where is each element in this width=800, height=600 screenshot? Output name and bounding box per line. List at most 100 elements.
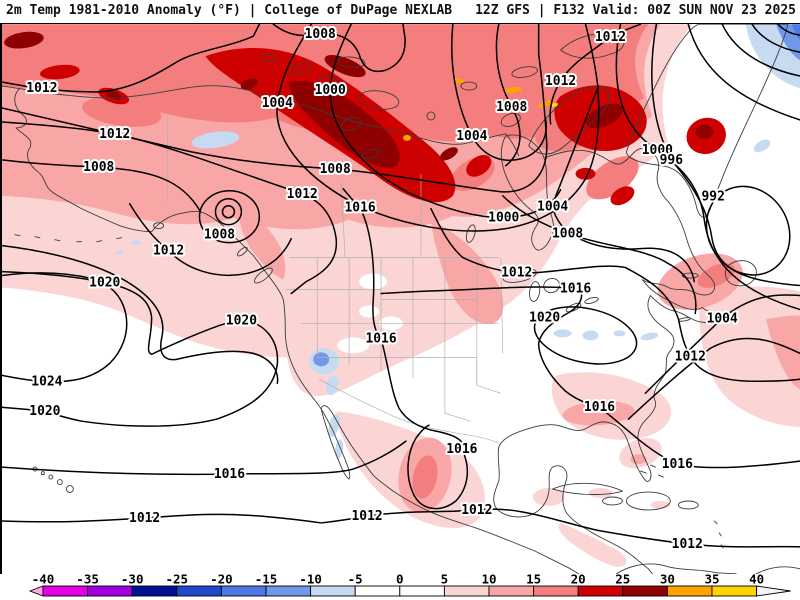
jamaica bbox=[602, 496, 623, 506]
colorbar-tick-label: 5 bbox=[441, 574, 449, 587]
colorbar-over-arrow bbox=[756, 585, 791, 597]
devon-island bbox=[511, 66, 538, 78]
colorbar-segment bbox=[42, 585, 89, 597]
bahamas bbox=[639, 464, 664, 478]
pressure-contours bbox=[2, 24, 800, 548]
contour-label: 996 bbox=[660, 153, 684, 168]
contour-label: 1000 bbox=[315, 83, 346, 98]
colorbar-tick-label: 0 bbox=[396, 574, 404, 587]
lake-michigan bbox=[529, 281, 541, 302]
lake-erie bbox=[565, 302, 582, 313]
chart-title: 2m Temp 1981-2010 Anomaly (°F) | College… bbox=[6, 3, 453, 18]
contour-label: 1004 bbox=[707, 311, 738, 326]
colorbar-segment bbox=[577, 585, 624, 597]
colorbar-tick-label: -40 bbox=[32, 574, 55, 587]
east-ridge-1020 bbox=[533, 306, 638, 365]
lake-ontario bbox=[584, 297, 599, 304]
coastlines bbox=[2, 24, 800, 574]
contour-label: 1012 bbox=[545, 74, 576, 89]
contour-label: 1008 bbox=[204, 228, 235, 243]
contour-label: 1012 bbox=[595, 30, 626, 45]
southampton-island bbox=[500, 112, 521, 127]
alaska-west-coast bbox=[14, 87, 153, 233]
contour-label: 1004 bbox=[537, 200, 568, 215]
map-area: 1012 1012 1008 1008 1012 1020 1020 1024 1020 1016… bbox=[0, 23, 800, 574]
south-america-coast bbox=[616, 563, 800, 574]
arctic-east-coast bbox=[2, 85, 520, 157]
colorbar-tick-label: 40 bbox=[749, 574, 764, 587]
colorbar-segment bbox=[488, 585, 535, 597]
puerto-rico bbox=[677, 500, 699, 510]
colorbar-tick-label: -30 bbox=[121, 574, 144, 587]
contour-label: 1012 bbox=[287, 187, 318, 202]
greenland-coast bbox=[625, 24, 789, 218]
contour-label: 1012 bbox=[153, 244, 184, 259]
colorbar-segment bbox=[354, 585, 401, 597]
victoria-island bbox=[358, 90, 400, 110]
baffin-island bbox=[528, 85, 610, 155]
colorbar-tick-label: 10 bbox=[481, 574, 496, 587]
contour-label: 1016 bbox=[345, 201, 376, 216]
aleutian-islands bbox=[14, 234, 123, 243]
contour-label: 1008 bbox=[552, 227, 583, 242]
ellesmere-island bbox=[560, 33, 625, 59]
haida-gwaii bbox=[237, 246, 248, 257]
contour-label: 1008 bbox=[83, 160, 114, 175]
contour-label: 1004 bbox=[456, 129, 487, 144]
melville-island bbox=[336, 56, 366, 68]
colorbar-under-arrow bbox=[28, 585, 44, 597]
colorbar-segment bbox=[131, 585, 178, 597]
colorbar-segment bbox=[310, 585, 356, 597]
contour-label: 1012 bbox=[26, 81, 57, 96]
lake-huron bbox=[543, 277, 560, 294]
hispaniola bbox=[625, 491, 671, 511]
colorbar-tick-label: -5 bbox=[348, 574, 363, 587]
cuba bbox=[552, 482, 623, 495]
contour-label: 1000 bbox=[642, 143, 673, 158]
colorbar-segment bbox=[220, 585, 267, 597]
colorbar-tick-label: 25 bbox=[615, 574, 630, 587]
contour-label: 1012 bbox=[351, 509, 382, 524]
colorbar-segment bbox=[533, 585, 579, 597]
colorbar-tick-label: 20 bbox=[571, 574, 586, 587]
contour-label: 1012 bbox=[501, 266, 532, 281]
lake-winnipeg bbox=[465, 224, 476, 243]
contour-label: 1016 bbox=[662, 457, 693, 472]
model-valid-time: 12Z GFS | F132 Valid: 00Z SUN NOV 23 202… bbox=[475, 3, 796, 18]
colorbar-legend: -40 -35 -30 -25 -20 -15 -10 -5 0 5 10 15 20 25 30 35 40 bbox=[0, 574, 800, 600]
contour-label: 1012 bbox=[675, 349, 706, 364]
anticosti-island bbox=[681, 272, 699, 279]
colorbar-segment bbox=[265, 585, 312, 597]
colorbar-segment bbox=[176, 585, 222, 597]
bc-low-outer bbox=[198, 190, 261, 244]
vancouver-island bbox=[253, 267, 273, 284]
colorbar-segment bbox=[399, 585, 445, 597]
contour-label: 1024 bbox=[31, 374, 62, 389]
great-slave-lake bbox=[362, 148, 381, 160]
contour-label: 1000 bbox=[488, 211, 519, 226]
contour-label: 1008 bbox=[320, 162, 351, 177]
contour-label: 1008 bbox=[496, 100, 527, 115]
colorbar-tick-label: -35 bbox=[76, 574, 99, 587]
contour-label: 1016 bbox=[446, 442, 477, 457]
kodiak-island bbox=[153, 222, 165, 230]
colorbar-segment bbox=[622, 585, 668, 597]
somerset-island bbox=[460, 81, 478, 91]
contour-label: 1020 bbox=[89, 276, 120, 291]
contour-label: 1012 bbox=[461, 503, 492, 518]
colorbar-segment bbox=[443, 585, 490, 597]
bc-low-inner bbox=[214, 198, 243, 226]
colorbar-tick-label: -20 bbox=[210, 574, 233, 587]
colorbar-tick-label: 15 bbox=[526, 574, 541, 587]
colorbar-tick-label: -10 bbox=[299, 574, 322, 587]
colorbar-segment bbox=[87, 585, 133, 597]
contour-label: 1016 bbox=[584, 400, 615, 415]
contour-label: 1004 bbox=[262, 96, 293, 111]
contour-label: 1020 bbox=[529, 310, 560, 325]
title-bar: 2m Temp 1981-2010 Anomaly (°F) | College… bbox=[0, 0, 800, 23]
colorbar-tick-label: -25 bbox=[166, 574, 189, 587]
pacific-coast bbox=[151, 210, 580, 574]
colorbar-svg: -40 -35 -30 -25 -20 -15 -10 -5 0 5 10 15 20 25 30 35 40 bbox=[28, 574, 791, 597]
contour-label: 1020 bbox=[29, 404, 60, 419]
